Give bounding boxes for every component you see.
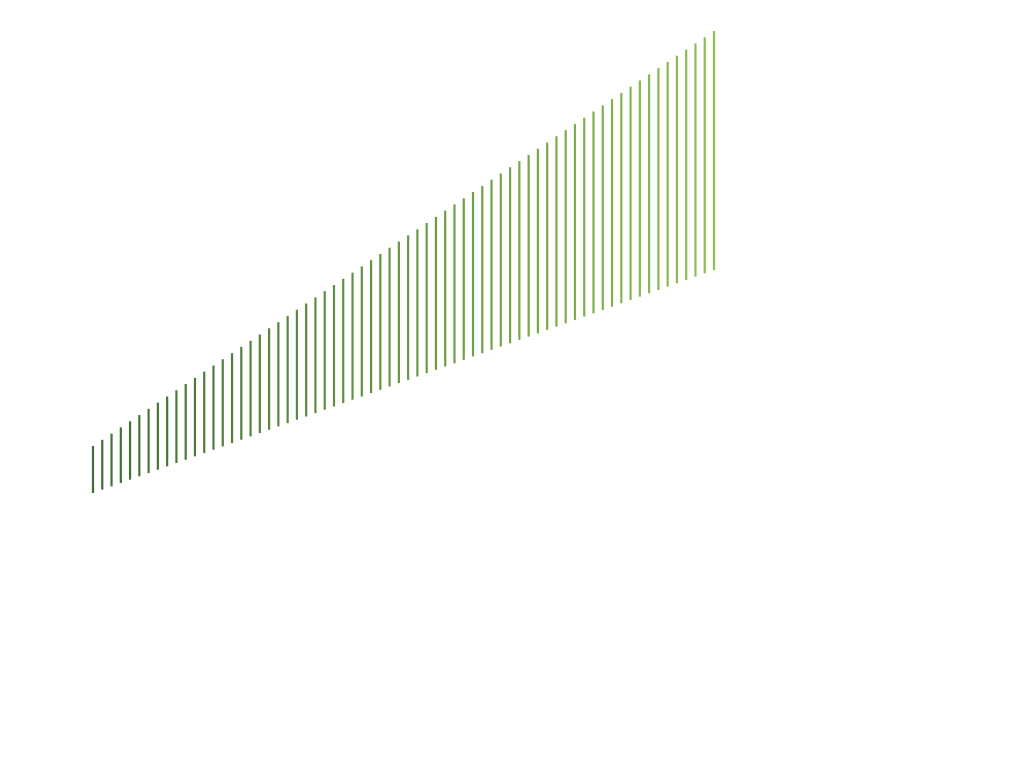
stripe-group [91,31,716,493]
